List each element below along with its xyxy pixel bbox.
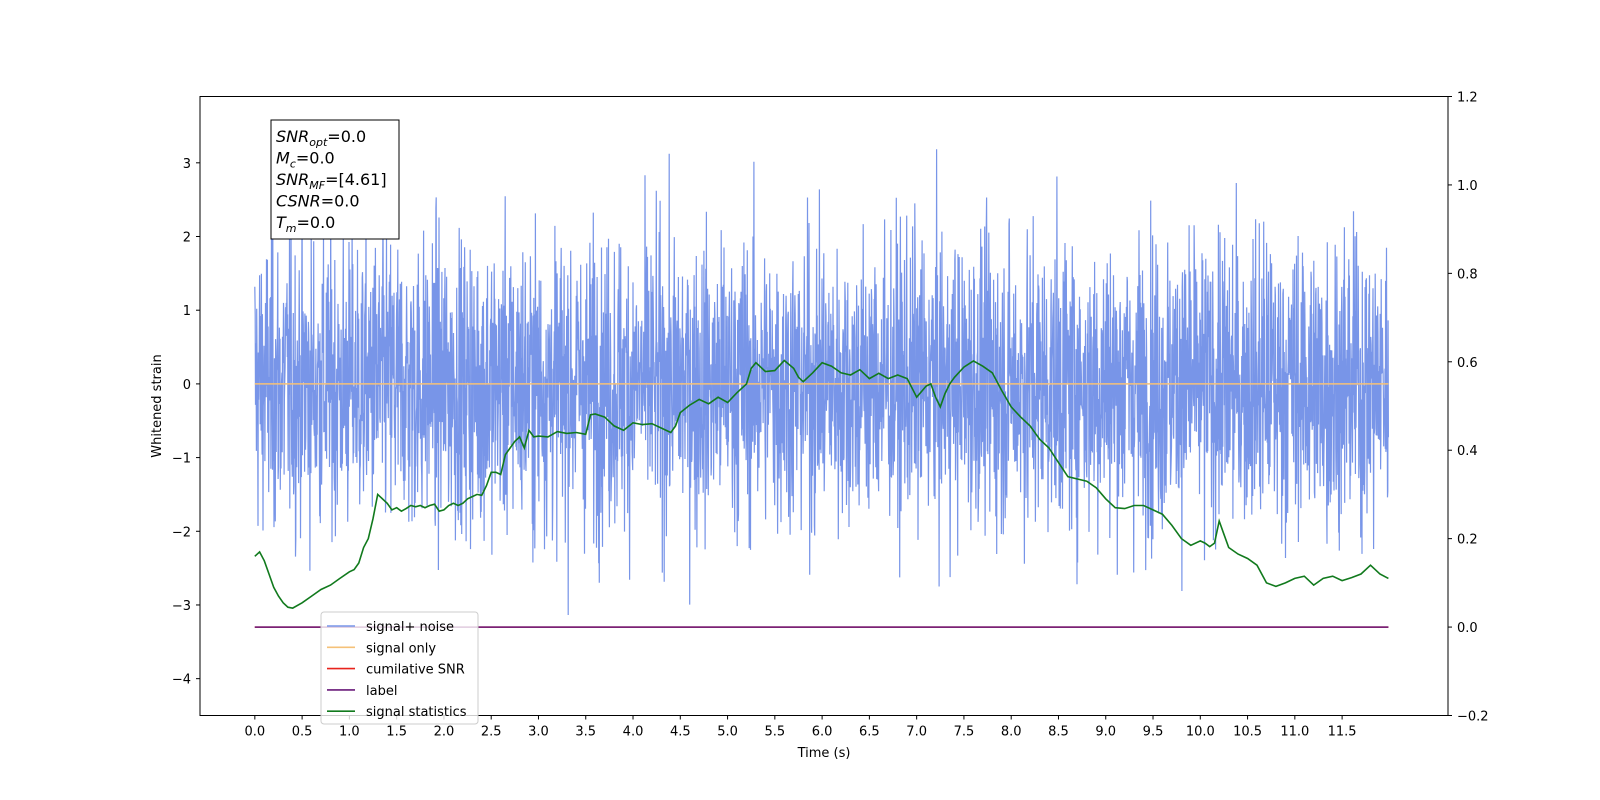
y2-tick-label: 0.6 [1457, 356, 1478, 371]
x-axis-title: Time (s) [797, 746, 851, 761]
y-tick-label: 1 [183, 304, 191, 319]
x-tick-label: 7.0 [906, 725, 927, 740]
x-tick-label: 2.5 [481, 725, 502, 740]
annotation-line: CSNR=0.0 [276, 192, 360, 211]
y-tick-label: 0 [183, 378, 191, 393]
y-axis-title: Whitened strain [150, 354, 165, 457]
y-axis-left: 3 2 1 0 −1 −2 −3 −4 [172, 157, 200, 688]
legend-label: cumilative SNR [366, 663, 465, 678]
y-tick-label: 3 [183, 157, 191, 172]
x-tick-label: 2.0 [434, 725, 455, 740]
y2-tick-label: 0.4 [1457, 444, 1478, 459]
x-tick-label: 11.0 [1280, 725, 1309, 740]
x-tick-label: 7.5 [954, 725, 975, 740]
x-tick-label: 5.0 [717, 725, 738, 740]
annotation-line: SNRMF=[4.61] [276, 170, 387, 192]
y-tick-label: −4 [172, 673, 191, 688]
legend-frame [320, 611, 479, 725]
plot-frame [199, 96, 1449, 716]
y-tick-label: −3 [172, 599, 191, 614]
y-tick-label: 2 [183, 231, 191, 246]
y2-tick-label: 1.2 [1457, 91, 1478, 106]
y2-tick-label: 1.0 [1457, 179, 1478, 194]
legend-label: signal+ noise [366, 620, 454, 635]
x-tick-label: 3.0 [528, 725, 549, 740]
y-tick-label: −1 [172, 452, 191, 467]
signal-noise-line [254, 149, 1389, 616]
x-axis: 0.0 0.5 1.0 1.5 2.0 2.5 3.0 3.5 4.0 4.5 5.0 5.5 6.0 6… [244, 715, 1357, 740]
x-tick-label: 6.5 [859, 725, 880, 740]
x-tick-label: 5.5 [764, 725, 785, 740]
x-tick-label: 8.0 [1001, 725, 1022, 740]
x-tick-label: 8.5 [1048, 725, 1069, 740]
x-tick-label: 0.0 [244, 725, 265, 740]
x-tick-label: 0.5 [292, 725, 313, 740]
annotation-line: Tm=0.0 [276, 213, 335, 235]
y2-tick-label: 0.8 [1457, 267, 1478, 282]
y-axis-right: 1.2 1.0 0.8 0.6 0.4 0.2 0.0 −0.2 [1448, 91, 1489, 725]
x-tick-label: 9.5 [1143, 725, 1164, 740]
signal-noise-series [254, 149, 1389, 616]
y2-tick-label: −0.2 [1457, 710, 1489, 725]
legend-label: signal only [366, 641, 436, 656]
y-tick-label: −2 [172, 525, 191, 540]
x-tick-label: 4.0 [623, 725, 644, 740]
legend-label: label [366, 684, 397, 699]
x-tick-label: 3.5 [575, 725, 596, 740]
annotation-line: SNRopt=0.0 [276, 127, 366, 149]
y2-tick-label: 0.2 [1457, 533, 1478, 548]
y2-tick-label: 0.0 [1457, 621, 1478, 636]
signal-statistics-line [254, 359, 1389, 609]
annotation-line: Mc=0.0 [276, 149, 335, 171]
x-tick-label: 10.0 [1186, 725, 1215, 740]
x-tick-label: 11.5 [1328, 725, 1357, 740]
x-tick-label: 1.0 [339, 725, 360, 740]
legend-label: signal statistics [366, 705, 467, 720]
legend: signal+ noise signal only cumilative SNR la… [320, 611, 479, 725]
annotation-frame [270, 119, 400, 240]
x-tick-label: 9.0 [1095, 725, 1116, 740]
x-tick-label: 10.5 [1233, 725, 1262, 740]
x-tick-label: 4.5 [670, 725, 691, 740]
x-tick-label: 6.0 [812, 725, 833, 740]
x-tick-label: 1.5 [386, 725, 407, 740]
